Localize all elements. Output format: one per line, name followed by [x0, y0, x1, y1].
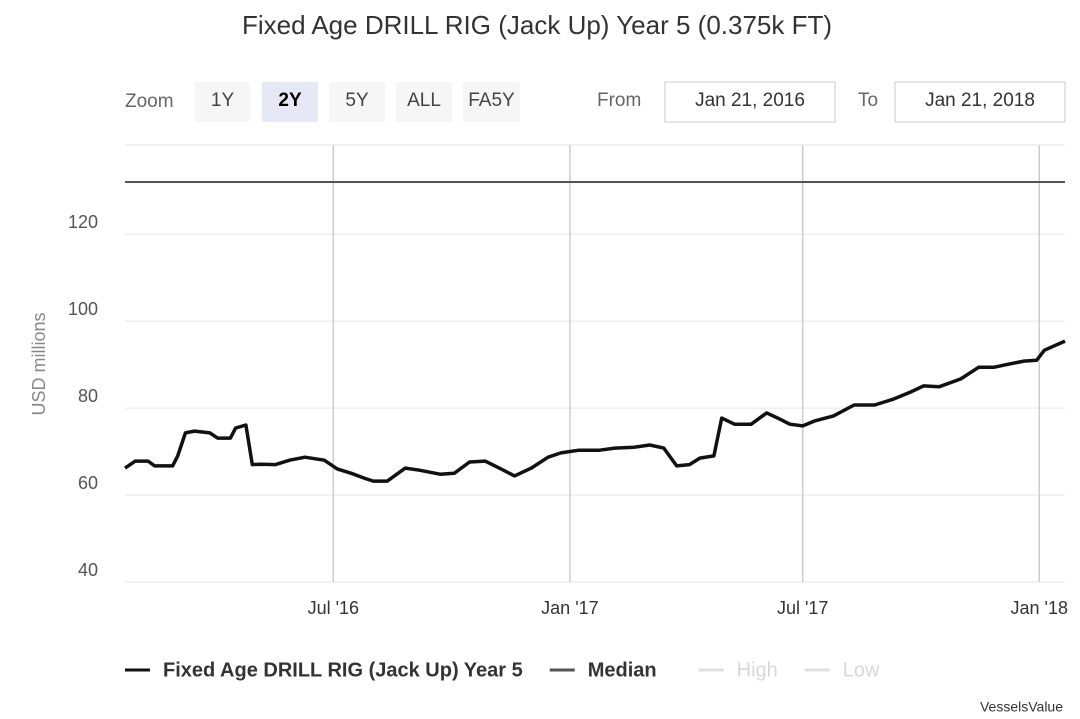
zoom-button-label[interactable]: 5Y — [345, 90, 369, 111]
from-input[interactable] — [664, 81, 836, 123]
x-tick-label: Jul '16 — [308, 598, 359, 618]
to-value[interactable]: Jan 21, 2018 — [925, 90, 1035, 111]
zoom-button-label[interactable]: 2Y — [278, 90, 302, 111]
legend-label[interactable]: Fixed Age DRILL RIG (Jack Up) Year 5 — [163, 659, 523, 681]
y-axis-title: USD millions — [29, 312, 49, 415]
zoom-button-label[interactable]: 1Y — [211, 90, 235, 111]
y-tick-label: 80 — [78, 386, 98, 406]
from-label: From — [597, 90, 641, 111]
x-tick-label: Jan '17 — [541, 598, 598, 618]
zoom-button[interactable] — [463, 82, 520, 122]
y-tick-label: 120 — [68, 212, 98, 232]
from-value[interactable]: Jan 21, 2016 — [695, 90, 805, 111]
zoom-button[interactable] — [396, 82, 452, 122]
y-tick-label: 100 — [68, 299, 98, 319]
zoom-button-label[interactable]: ALL — [407, 90, 441, 111]
legend-label[interactable]: High — [737, 659, 778, 681]
chart-title: Fixed Age DRILL RIG (Jack Up) Year 5 (0.… — [242, 10, 832, 40]
legend-label[interactable]: Median — [588, 659, 657, 681]
zoom-button-label[interactable]: FA5Y — [468, 90, 515, 111]
zoom-button[interactable] — [262, 82, 318, 122]
y-tick-label: 40 — [78, 560, 98, 580]
zoom-button[interactable] — [195, 82, 250, 122]
credit: VesselsValue — [980, 699, 1063, 715]
zoom-label: Zoom — [125, 91, 174, 112]
to-input[interactable] — [894, 81, 1066, 123]
x-tick-label: Jan '18 — [1011, 598, 1068, 618]
legend-label[interactable]: Low — [843, 659, 880, 681]
x-tick-label: Jul '17 — [777, 598, 828, 618]
y-tick-label: 60 — [78, 473, 98, 493]
to-label: To — [858, 90, 878, 111]
series-line — [124, 339, 1066, 483]
zoom-button[interactable] — [329, 82, 385, 122]
